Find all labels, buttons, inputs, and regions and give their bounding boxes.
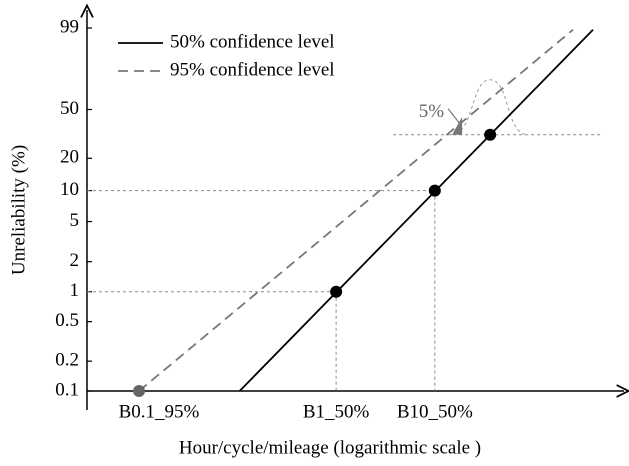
distribution-curve [450, 79, 529, 136]
series-line [138, 29, 574, 392]
point-label: B0.1_95% [119, 401, 200, 422]
y-tick-label: 99 [60, 16, 79, 37]
y-tick-label: 50 [60, 98, 79, 119]
data-point [330, 285, 343, 298]
legend-label: 50% confidence level [170, 31, 335, 52]
annotation: 5% [419, 101, 445, 122]
data-point [428, 184, 441, 197]
x-axis-label: Hour/cycle/mileage (logarithmic scale ) [179, 437, 481, 458]
annotation-arrow [447, 108, 460, 124]
point-label: B1_50% [303, 401, 370, 422]
tail-area [452, 116, 463, 135]
y-tick-label: 5 [70, 210, 80, 231]
y-tick-label: 0.1 [55, 379, 79, 400]
y-tick-label: 1 [70, 280, 80, 301]
y-tick-label: 0.5 [55, 310, 79, 331]
data-point [484, 128, 497, 141]
y-axis-label: Unreliability (%) [8, 145, 29, 275]
y-tick-label: 0.2 [55, 350, 79, 371]
data-point [133, 385, 146, 397]
y-tick-label: 2 [70, 250, 80, 271]
legend-label: 95% confidence level [170, 59, 335, 80]
point-label: B10_50% [397, 401, 473, 422]
y-tick-label: 10 [60, 179, 79, 200]
series-line [239, 29, 594, 392]
y-tick-label: 20 [60, 147, 79, 168]
